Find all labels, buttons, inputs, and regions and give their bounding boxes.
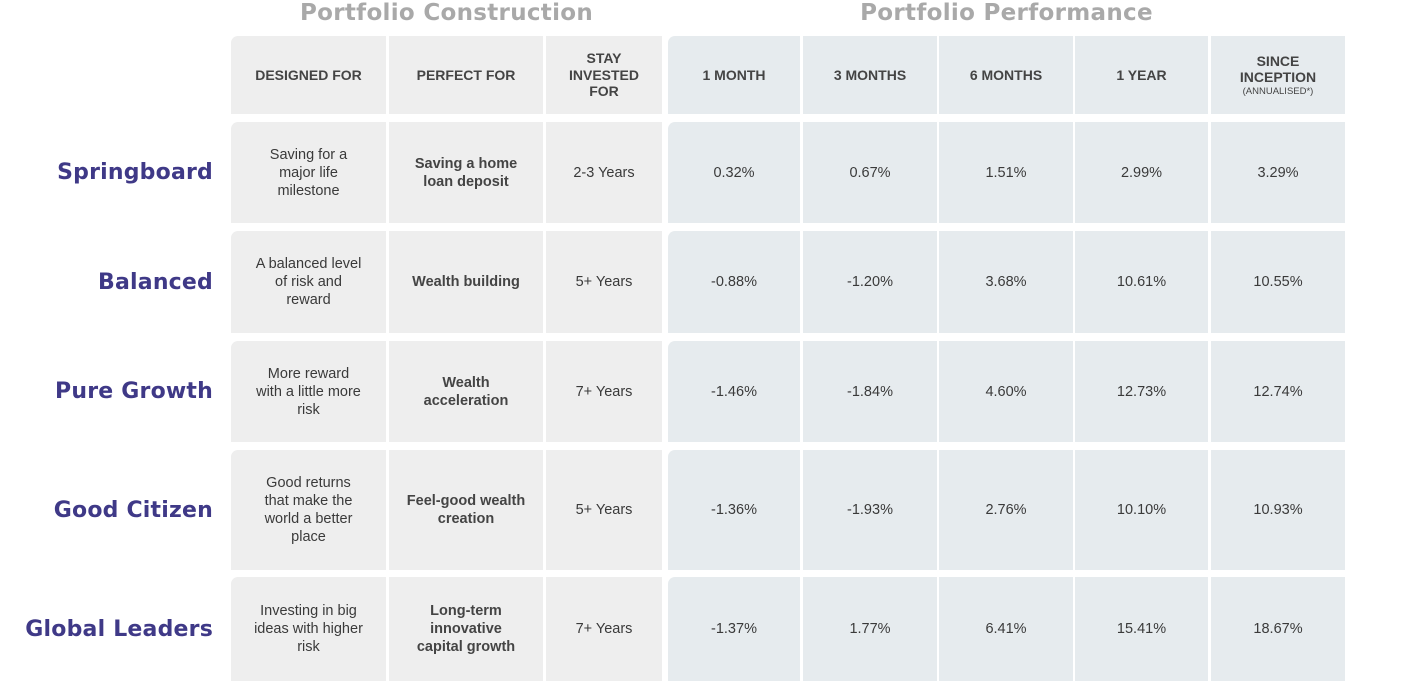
stay-invested-cell: 5+ Years [546,231,662,333]
header-stay-invested-for-label: STAY INVESTED FOR [568,50,639,100]
portfolio-performance-title: Portfolio Performance [860,0,1153,26]
designed-for-cell: More reward with a little more risk [231,341,386,442]
header-1-year-label: 1 YEAR [1116,66,1167,83]
stay-invested-cell: 7+ Years [546,577,662,681]
return-1-month-cell: -1.46% [668,341,800,442]
header-annualised-note: (ANNUALISED*) [1242,85,1314,97]
return-since-inception-cell: 10.55% [1211,231,1345,333]
return-6-months-cell: 3.68% [939,231,1073,333]
return-1-month-cell: 0.32% [668,122,800,223]
designed-for-cell: Saving for a major life milestone [231,122,386,223]
portfolio-construction-title: Portfolio Construction [299,0,594,26]
return-3-months-cell: -1.93% [803,450,937,570]
perfect-for-cell: Long-term innovative capital growth [389,577,543,681]
portfolio-name: Springboard [57,160,213,185]
return-6-months-cell: 4.60% [939,341,1073,442]
designed-for-cell: A balanced level of risk and reward [231,231,386,333]
return-6-months-cell: 2.76% [939,450,1073,570]
return-1-month-cell: -0.88% [668,231,800,333]
header-3-months-label: 3 MONTHS [833,66,907,83]
return-since-inception-cell: 3.29% [1211,122,1345,223]
portfolio-name: Good Citizen [53,497,213,523]
header-perfect-for: PERFECT FOR [389,36,543,114]
portfolio-name: Global Leaders [25,616,213,642]
designed-for-cell: Investing in big ideas with higher risk [231,577,386,681]
return-1-year-cell: 15.41% [1075,577,1208,681]
designed-for-cell: Good returns that make the world a bette… [231,450,386,570]
return-1-month-cell: -1.37% [668,577,800,681]
perfect-for-cell: Wealth acceleration [389,341,543,442]
header-since-inception-label: SINCE INCEPTION [1239,52,1317,86]
portfolio-name: Balanced [98,269,213,295]
header-1-year: 1 YEAR [1075,36,1208,114]
header-since-inception: SINCE INCEPTION (ANNUALISED*) [1211,36,1345,114]
perfect-for-cell: Wealth building [389,231,543,333]
return-since-inception-cell: 18.67% [1211,577,1345,681]
return-since-inception-cell: 10.93% [1211,450,1345,570]
return-3-months-cell: 1.77% [803,577,937,681]
return-3-months-cell: 0.67% [803,122,937,223]
return-3-months-cell: -1.84% [803,341,937,442]
portfolio-name: Pure Growth [55,379,213,404]
header-1-month-label: 1 MONTH [702,66,766,83]
header-perfect-for-label: PERFECT FOR [416,66,516,83]
return-1-year-cell: 10.10% [1075,450,1208,570]
return-1-year-cell: 12.73% [1075,341,1208,442]
header-designed-for: DESIGNED FOR [231,36,386,114]
return-since-inception-cell: 12.74% [1211,341,1345,442]
stay-invested-cell: 5+ Years [546,450,662,570]
stay-invested-cell: 2-3 Years [546,122,662,223]
perfect-for-cell: Feel-good wealth creation [389,450,543,570]
header-3-months: 3 MONTHS [803,36,937,114]
header-6-months-label: 6 MONTHS [969,66,1043,83]
return-1-year-cell: 10.61% [1075,231,1208,333]
return-1-month-cell: -1.36% [668,450,800,570]
header-designed-for-label: DESIGNED FOR [255,66,362,83]
perfect-for-cell: Saving a home loan deposit [389,122,543,223]
return-6-months-cell: 1.51% [939,122,1073,223]
return-1-year-cell: 2.99% [1075,122,1208,223]
return-3-months-cell: -1.20% [803,231,937,333]
header-stay-invested-for: STAY INVESTED FOR [546,36,662,114]
return-6-months-cell: 6.41% [939,577,1073,681]
header-1-month: 1 MONTH [668,36,800,114]
header-6-months: 6 MONTHS [939,36,1073,114]
stay-invested-cell: 7+ Years [546,341,662,442]
